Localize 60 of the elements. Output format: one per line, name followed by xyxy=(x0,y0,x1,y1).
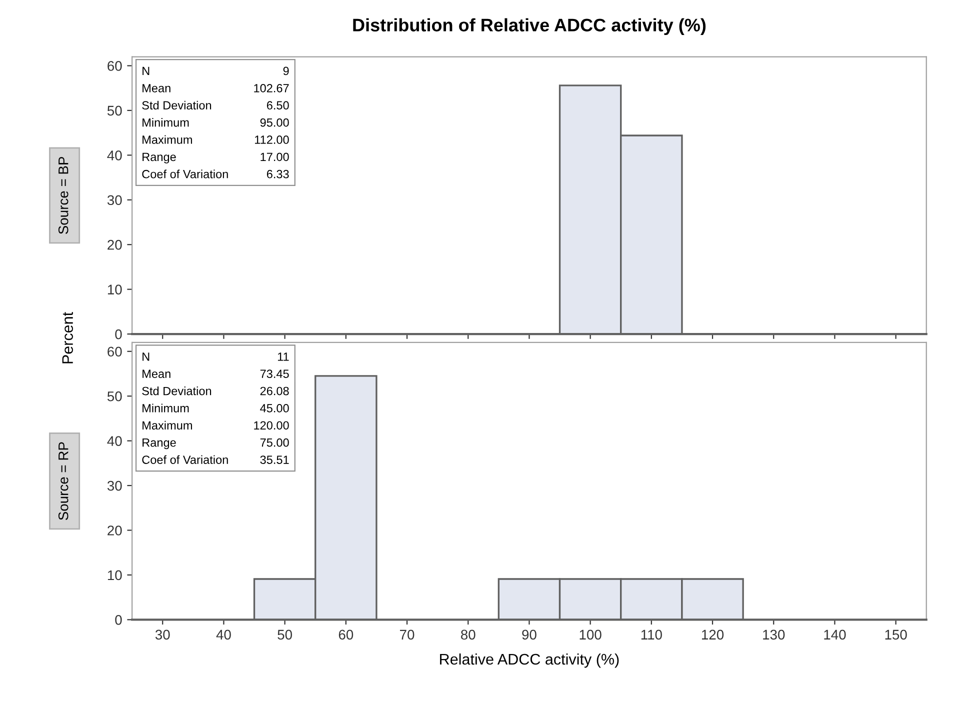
y-tick-label: 10 xyxy=(108,570,122,580)
y-tick-label: 10 xyxy=(108,284,122,294)
annotation: Range xyxy=(142,438,176,450)
x-tick-label: 150 xyxy=(885,630,907,640)
annotation: 11 xyxy=(278,352,289,361)
x-tick-label: 90 xyxy=(522,630,536,640)
x-tick-label: 120 xyxy=(702,630,724,640)
x-tick-label: 70 xyxy=(400,630,414,640)
text: Source = BP xyxy=(58,156,68,234)
annotation: 17.00 xyxy=(260,152,289,162)
x-tick-label: 40 xyxy=(216,630,231,640)
annotation: Minimum xyxy=(142,118,189,127)
x-tick-label: 130 xyxy=(763,630,785,640)
annotation: Std Deviation xyxy=(142,386,212,396)
annotation: 35.51 xyxy=(260,456,289,464)
annotation: 6.50 xyxy=(266,101,289,110)
annotation: 73.45 xyxy=(260,370,289,378)
x-tick-label: 30 xyxy=(155,630,170,640)
x-tick-label: 80 xyxy=(461,630,476,640)
annotation: 112.00 xyxy=(255,136,289,144)
annotation: N xyxy=(142,352,150,361)
annotation: 6.33 xyxy=(266,170,289,178)
annotation: Maximum xyxy=(142,420,192,430)
y-tick-label: 60 xyxy=(108,346,122,357)
y-tick-label: 50 xyxy=(107,391,122,402)
x-tick-label: 140 xyxy=(824,630,846,640)
x-tick-label: 110 xyxy=(641,630,662,640)
annotation: Coef of Variation xyxy=(142,170,228,178)
annotation: 95.00 xyxy=(260,118,289,127)
annotation: 26.08 xyxy=(260,386,289,396)
y-axis-title: Percent xyxy=(62,312,74,364)
x-tick-label: 60 xyxy=(338,630,354,640)
y-tick-label: 60 xyxy=(108,61,122,71)
text: Source = RP xyxy=(58,442,68,520)
chart-title: Distribution of Relative ADCC activity (%) xyxy=(353,18,706,36)
x-tick-label: 100 xyxy=(580,630,602,640)
y-tick-label: 0 xyxy=(115,615,122,625)
annotation: 120.00 xyxy=(254,421,289,430)
annotation: 9 xyxy=(283,66,289,76)
y-tick-label: 20 xyxy=(108,526,122,536)
y-tick-label: 50 xyxy=(107,106,122,116)
annotation: Range xyxy=(142,152,176,164)
y-tick-label: 40 xyxy=(107,436,122,446)
x-tick-label: 50 xyxy=(278,630,292,640)
annotation: Maximum xyxy=(142,135,192,144)
annotation: Std Deviation xyxy=(142,100,212,110)
annotation: 75.00 xyxy=(260,438,289,447)
y-tick-label: 0 xyxy=(115,329,122,340)
y-tick-label: 30 xyxy=(107,480,122,491)
annotation: N xyxy=(142,66,150,76)
y-tick-label: 40 xyxy=(107,150,122,160)
annotation: Mean xyxy=(142,84,170,92)
annotation: 102.67 xyxy=(254,84,289,92)
annotation: 45.00 xyxy=(260,404,289,412)
annotation: Coef of Variation xyxy=(142,455,228,464)
x-axis-title: Relative ADCC activity (%) xyxy=(440,653,619,668)
y-tick-label: 30 xyxy=(107,195,122,206)
y-tick-label: 20 xyxy=(108,240,122,250)
annotation: Mean xyxy=(142,370,170,378)
annotation: Minimum xyxy=(142,404,189,412)
